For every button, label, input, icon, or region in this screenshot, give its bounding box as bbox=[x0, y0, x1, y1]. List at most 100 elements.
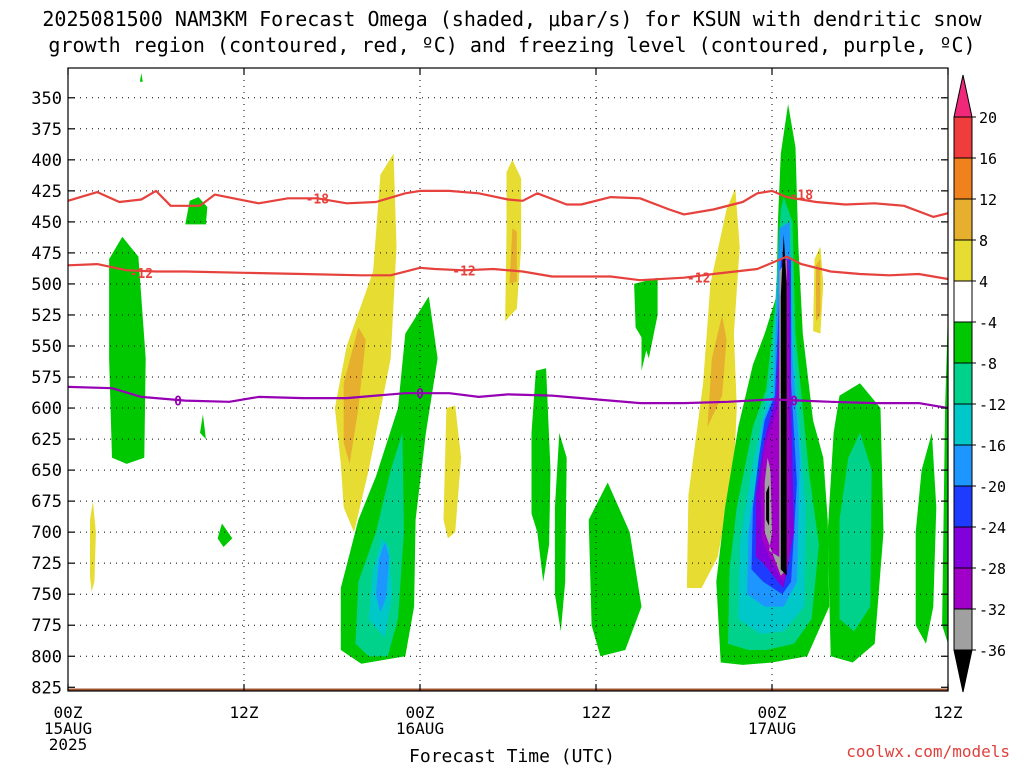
omega-region-8 bbox=[355, 432, 404, 657]
isotherm-label-0-0: 0 bbox=[174, 395, 182, 410]
isotherm-label--12-0: -12 bbox=[130, 267, 153, 282]
y-tick-label-475: 475 bbox=[31, 244, 62, 264]
colorbar-label-4: 4 bbox=[979, 273, 988, 291]
colorbar-band-1 bbox=[953, 157, 973, 200]
x-tick-label-48-1: 17AUG bbox=[748, 719, 796, 738]
y-tick-label-675: 675 bbox=[31, 492, 62, 512]
x-tick-label-12-0: 12Z bbox=[230, 703, 259, 722]
omega-region-19 bbox=[707, 315, 727, 427]
colorbar-label-5: -4 bbox=[979, 314, 997, 332]
y-tick-label-425: 425 bbox=[31, 182, 62, 202]
colorbar-band-3 bbox=[953, 239, 973, 282]
y-tick-label-600: 600 bbox=[31, 399, 62, 419]
colorbar-band-8 bbox=[953, 444, 973, 487]
isotherm-contours: -18 -18 -12 -12 -12 0 0 0 bbox=[68, 189, 948, 410]
plot-frame bbox=[67, 67, 949, 692]
omega-region-34 bbox=[915, 432, 937, 644]
credit-text[interactable]: coolwx.com/models bbox=[846, 742, 1010, 761]
omega-region-14 bbox=[531, 368, 551, 582]
y-tick-label-750: 750 bbox=[31, 585, 62, 605]
terrain-fill bbox=[68, 688, 948, 691]
colorbar-label-9: -20 bbox=[979, 478, 1006, 496]
x-tick-label-0-1: 15AUG bbox=[44, 719, 92, 738]
colorbar-band-6 bbox=[953, 362, 973, 405]
chart-title-line-2: growth region (contoured, red, ºC) and f… bbox=[48, 33, 976, 57]
colorbar-label-13: -36 bbox=[979, 642, 1006, 660]
colorbar-label-12: -32 bbox=[979, 601, 1006, 619]
omega-region-2 bbox=[139, 73, 143, 82]
omega-region-31 bbox=[766, 485, 770, 526]
y-tick-label-650: 650 bbox=[31, 461, 62, 481]
omega-region-0 bbox=[109, 236, 146, 464]
colorbar-label-11: -28 bbox=[979, 560, 1006, 578]
colorbar-band-4 bbox=[953, 280, 973, 323]
colorbar-bottom-arrow bbox=[953, 649, 973, 693]
colorbar-top-arrow bbox=[953, 74, 973, 118]
colorbar-label-0: 20 bbox=[979, 109, 997, 127]
colorbar-label-6: -8 bbox=[979, 355, 997, 373]
colorbar-label-8: -16 bbox=[979, 437, 1006, 455]
omega-region-16 bbox=[588, 482, 642, 657]
omega-region-30 bbox=[780, 234, 787, 576]
omega-region-10 bbox=[376, 542, 390, 613]
colorbar-band-12 bbox=[953, 608, 973, 651]
colorbar-label-7: -12 bbox=[979, 396, 1006, 414]
isotherm-line--12 bbox=[68, 255, 948, 282]
x-tick-label-36-0: 12Z bbox=[582, 703, 611, 722]
y-tick-label-800: 800 bbox=[31, 647, 62, 667]
omega-region-13 bbox=[443, 405, 462, 539]
x-axis-title: Forecast Time (UTC) bbox=[409, 746, 615, 767]
omega-region-7 bbox=[343, 327, 366, 464]
isotherm-label--12-2: -12 bbox=[687, 272, 710, 287]
y-tick-label-375: 375 bbox=[31, 120, 62, 140]
y-tick-label-625: 625 bbox=[31, 430, 62, 450]
y-tick-label-350: 350 bbox=[31, 89, 62, 109]
y-tick-label-550: 550 bbox=[31, 337, 62, 357]
chart-title-line-1: 2025081500 NAM3KM Forecast Omega (shaded… bbox=[42, 7, 982, 31]
x-tick-label-24-0: 00Z bbox=[406, 703, 435, 722]
colorbar-band-9 bbox=[953, 485, 973, 528]
colorbar-label-10: -24 bbox=[979, 519, 1006, 537]
omega-region-17 bbox=[634, 277, 658, 359]
omega-shading bbox=[90, 73, 948, 665]
colorbar-label-3: 8 bbox=[979, 232, 988, 250]
omega-region-21 bbox=[816, 259, 821, 322]
y-tick-label-575: 575 bbox=[31, 368, 62, 388]
x-tick-label-0-2: 2025 bbox=[49, 735, 88, 754]
omega-region-3 bbox=[200, 414, 206, 440]
colorbar-band-10 bbox=[953, 526, 973, 569]
isotherm-line-0 bbox=[68, 385, 948, 410]
omega-region-33 bbox=[839, 432, 872, 632]
omega-region-35 bbox=[942, 308, 948, 644]
isotherm-label-0-1: 0 bbox=[416, 387, 424, 402]
y-tick-label-775: 775 bbox=[31, 616, 62, 636]
y-axis-ticks: 350 375 400 425 450 475 500 525 550 575 600 625 650 6… bbox=[31, 89, 948, 698]
y-tick-label-525: 525 bbox=[31, 306, 62, 326]
colorbar-band-5 bbox=[953, 321, 973, 364]
x-tick-label-60-0: 12Z bbox=[934, 703, 963, 722]
omega-region-36 bbox=[90, 501, 96, 592]
isotherm-label-0-2: 0 bbox=[790, 395, 798, 410]
terrain-band bbox=[68, 688, 948, 691]
y-tick-label-825: 825 bbox=[31, 678, 62, 698]
colorbar: 20 16 12 8 4 -4 -8 -12 -16 -20 -24 -28 -32 -36 bbox=[953, 74, 1006, 693]
y-tick-label-500: 500 bbox=[31, 275, 62, 295]
colorbar-label-2: 12 bbox=[979, 191, 997, 209]
isotherm-label--18-0: -18 bbox=[306, 192, 330, 207]
colorbar-band-0 bbox=[953, 116, 973, 159]
colorbar-band-11 bbox=[953, 567, 973, 610]
y-tick-label-700: 700 bbox=[31, 523, 62, 543]
y-tick-label-400: 400 bbox=[31, 151, 62, 171]
colorbar-band-2 bbox=[953, 198, 973, 241]
y-tick-label-450: 450 bbox=[31, 213, 62, 233]
omega-region-4 bbox=[217, 523, 233, 547]
omega-region-37 bbox=[641, 333, 649, 371]
y-tick-label-725: 725 bbox=[31, 554, 62, 574]
x-tick-label-24-1: 16AUG bbox=[396, 719, 444, 738]
isotherm-line--18 bbox=[68, 189, 948, 218]
x-tick-label-0-0: 00Z bbox=[54, 703, 83, 722]
x-tick-label-48-0: 00Z bbox=[758, 703, 787, 722]
isotherm-label--18-1: -18 bbox=[790, 189, 814, 204]
